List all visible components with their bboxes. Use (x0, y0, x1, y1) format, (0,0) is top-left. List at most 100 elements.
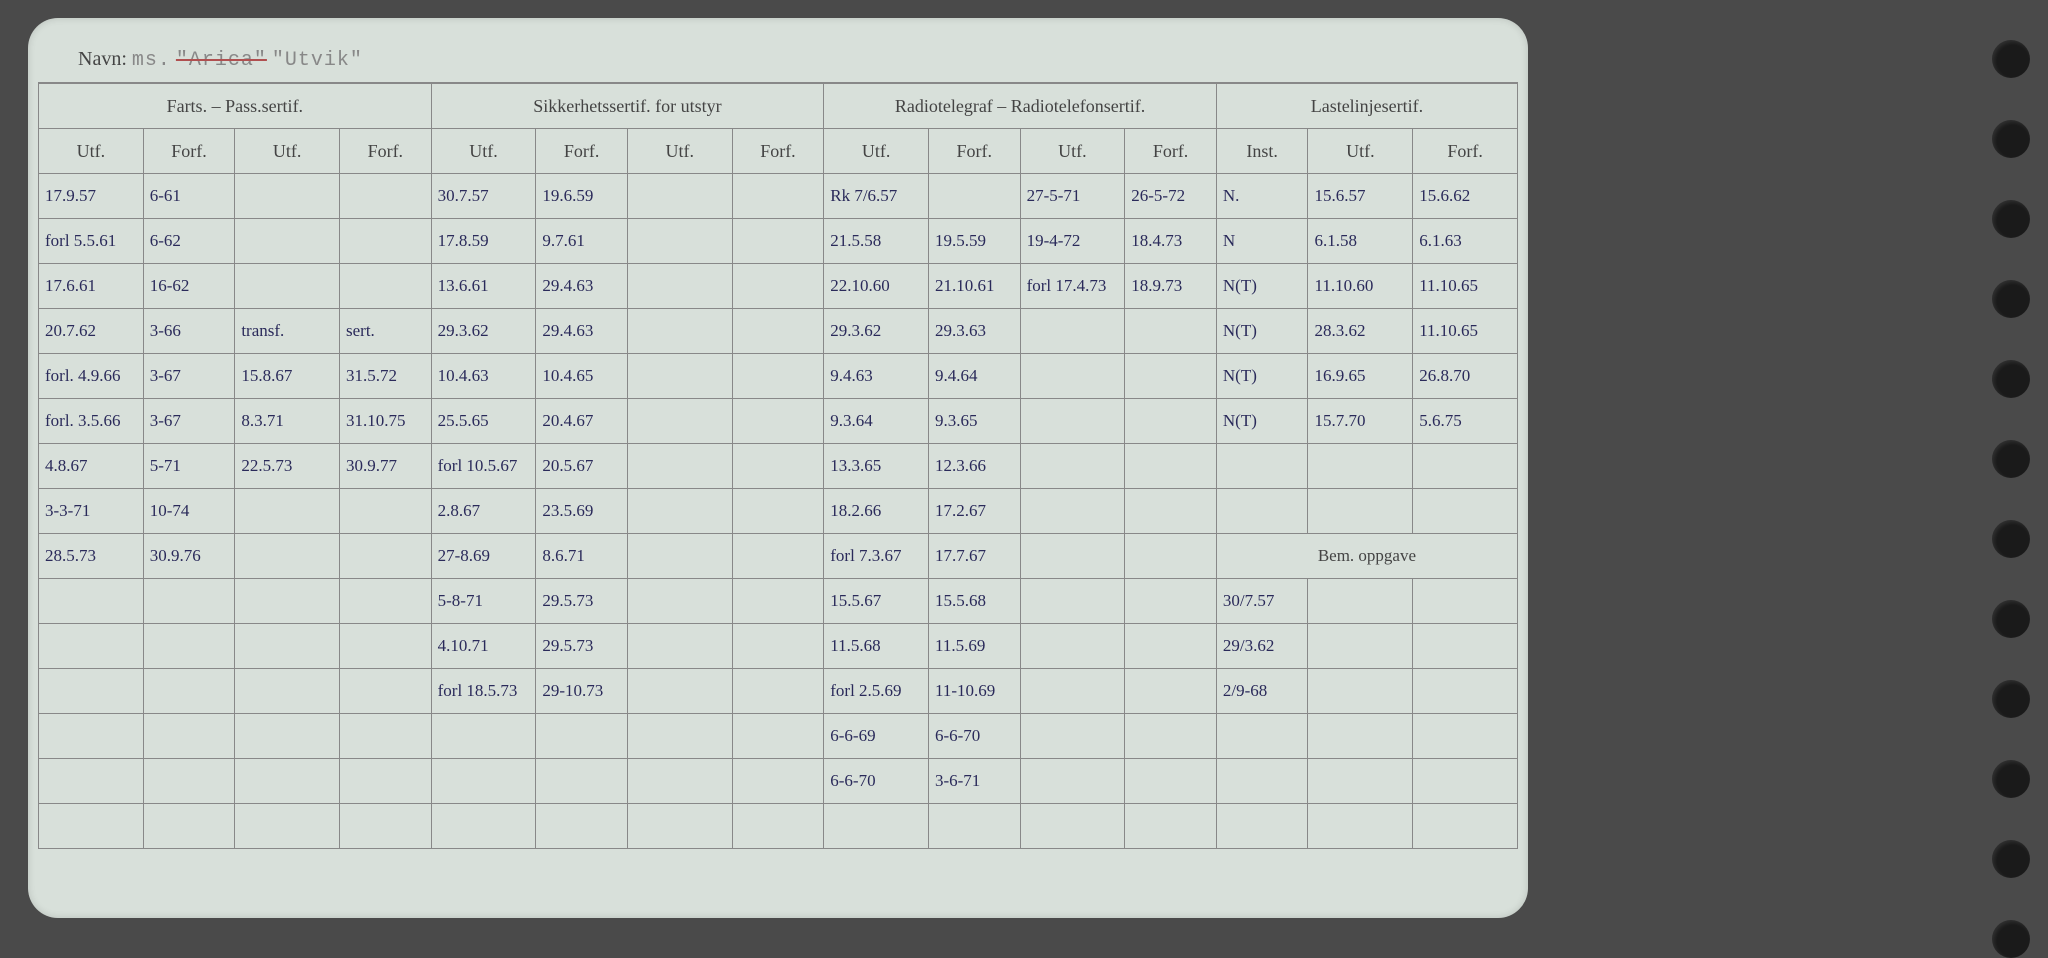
cell: 20.5.67 (536, 444, 628, 489)
cell: 6-61 (143, 174, 235, 219)
typed-struck-name: "Arica" (176, 49, 267, 72)
cell: 11-10.69 (928, 669, 1020, 714)
cell: 29.4.63 (536, 309, 628, 354)
cell (235, 579, 340, 624)
table-row: 6-6-703-6-71 (39, 759, 1518, 804)
cell (340, 534, 432, 579)
col-utf: Utf. (235, 129, 340, 174)
cell: 21.10.61 (928, 264, 1020, 309)
cell (1308, 444, 1413, 489)
cell (627, 489, 732, 534)
cell: 9.7.61 (536, 219, 628, 264)
cell (340, 174, 432, 219)
cell (732, 354, 824, 399)
cell: N. (1216, 174, 1308, 219)
cell (1020, 579, 1125, 624)
table-row: 20.7.623-66transf.sert.29.3.6229.4.6329.… (39, 309, 1518, 354)
cell: N(T) (1216, 354, 1308, 399)
cell (1125, 759, 1217, 804)
cell (1020, 669, 1125, 714)
cell: N(T) (1216, 309, 1308, 354)
group-radio: Radiotelegraf – Radiotelefonsertif. (824, 84, 1217, 129)
cell (39, 624, 144, 669)
cell (1216, 444, 1308, 489)
cell (536, 804, 628, 849)
cell (1216, 489, 1308, 534)
hole-icon (1992, 520, 2030, 558)
cell: 16-62 (143, 264, 235, 309)
hole-icon (1992, 120, 2030, 158)
cell: 29.3.63 (928, 309, 1020, 354)
cell (39, 804, 144, 849)
cell (1020, 624, 1125, 669)
cell (536, 714, 628, 759)
cell: 15.5.67 (824, 579, 929, 624)
table-row: 5-8-7129.5.7315.5.6715.5.6830/7.57 (39, 579, 1518, 624)
table-row (39, 804, 1518, 849)
cell (627, 534, 732, 579)
cell (235, 489, 340, 534)
cell (732, 759, 824, 804)
cell (627, 444, 732, 489)
cell (1308, 759, 1413, 804)
cell (340, 579, 432, 624)
cell: 6-6-70 (824, 759, 929, 804)
cell (235, 174, 340, 219)
cell (340, 264, 432, 309)
cell (1125, 309, 1217, 354)
cell: 11.5.68 (824, 624, 929, 669)
group-laste: Lastelinjesertif. (1216, 84, 1517, 129)
cell: 2.8.67 (431, 489, 536, 534)
cell: 6-62 (143, 219, 235, 264)
cell (732, 579, 824, 624)
cell (732, 399, 824, 444)
cell: 20.4.67 (536, 399, 628, 444)
bem-oppgave-header: Bem. oppgave (1216, 534, 1517, 579)
cell (340, 669, 432, 714)
cell: 29.5.73 (536, 624, 628, 669)
cell (1125, 489, 1217, 534)
cell: 30.9.76 (143, 534, 235, 579)
cell: 3-67 (143, 399, 235, 444)
cell: 13.3.65 (824, 444, 929, 489)
cell (340, 489, 432, 534)
cell (732, 264, 824, 309)
cell (1125, 399, 1217, 444)
navn-label: Navn: (78, 48, 127, 70)
cell: 19.6.59 (536, 174, 628, 219)
cell (732, 804, 824, 849)
cell: 29/3.62 (1216, 624, 1308, 669)
col-utf: Utf. (431, 129, 536, 174)
cell: 25.5.65 (431, 399, 536, 444)
cell: 11.5.69 (928, 624, 1020, 669)
col-utf: Utf. (1020, 129, 1125, 174)
cell: 15.5.68 (928, 579, 1020, 624)
cell (1308, 804, 1413, 849)
table-row: 6-6-696-6-70 (39, 714, 1518, 759)
cell: 10.4.63 (431, 354, 536, 399)
cell: 3-66 (143, 309, 235, 354)
cell (235, 624, 340, 669)
group-farts: Farts. – Pass.sertif. (39, 84, 432, 129)
cell: 8.3.71 (235, 399, 340, 444)
cell: N (1216, 219, 1308, 264)
cell: 18.4.73 (1125, 219, 1217, 264)
cell (1413, 489, 1518, 534)
cell (627, 669, 732, 714)
cell: forl 18.5.73 (431, 669, 536, 714)
cell (143, 759, 235, 804)
cell (732, 624, 824, 669)
hole-icon (1992, 840, 2030, 878)
cell: 6-6-70 (928, 714, 1020, 759)
cell (732, 489, 824, 534)
cell: 13.6.61 (431, 264, 536, 309)
cell: 27-5-71 (1020, 174, 1125, 219)
cell: 19-4-72 (1020, 219, 1125, 264)
table-row: 4.10.7129.5.7311.5.6811.5.6929/3.62 (39, 624, 1518, 669)
hole-icon (1992, 440, 2030, 478)
col-inst: Inst. (1216, 129, 1308, 174)
cell: 5-8-71 (431, 579, 536, 624)
cell (1216, 759, 1308, 804)
cell: forl. 4.9.66 (39, 354, 144, 399)
cell (627, 354, 732, 399)
